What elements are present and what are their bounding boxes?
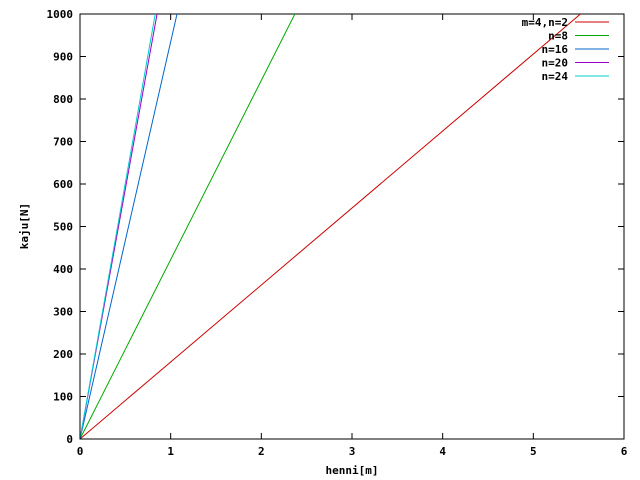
series-line-1 xyxy=(80,14,581,439)
x-tick-label: 3 xyxy=(349,445,356,458)
x-tick-label: 6 xyxy=(621,445,628,458)
legend-label-2: n=8 xyxy=(548,30,568,43)
x-tick-label: 5 xyxy=(530,445,537,458)
x-tick-label: 2 xyxy=(258,445,265,458)
series-line-2 xyxy=(80,14,296,439)
legend-label-4: n=20 xyxy=(542,57,569,70)
x-tick-label: 0 xyxy=(77,445,84,458)
y-tick-label: 500 xyxy=(53,221,73,234)
y-tick-label: 1000 xyxy=(47,8,74,21)
series-line-3 xyxy=(80,14,178,439)
y-tick-label: 300 xyxy=(53,306,73,319)
legend: m=4,n=2n=8n=16n=20n=24 xyxy=(522,16,609,83)
x-tick-label: 4 xyxy=(439,445,446,458)
y-tick-label: 100 xyxy=(53,391,73,404)
x-tick-label: 1 xyxy=(167,445,174,458)
x-axis-label: henni[m] xyxy=(326,464,379,477)
y-tick-label: 900 xyxy=(53,51,73,64)
y-axis-label: kaju[N] xyxy=(18,203,31,249)
legend-label-5: n=24 xyxy=(542,70,569,83)
series-line-5 xyxy=(80,14,156,439)
y-tick-label: 0 xyxy=(66,433,73,446)
series-group xyxy=(80,14,581,439)
y-tick-label: 700 xyxy=(53,136,73,149)
y-tick-label: 200 xyxy=(53,348,73,361)
y-tick-label: 600 xyxy=(53,178,73,191)
legend-label-3: n=16 xyxy=(542,43,569,56)
legend-label-1: m=4,n=2 xyxy=(522,16,568,29)
y-tick-label: 800 xyxy=(53,93,73,106)
y-tick-label: 400 xyxy=(53,263,73,276)
ticks-group: 0 1 2 3 4 5 6 0 100 200 300 400 500 600 700 800 900 1000 xyxy=(47,8,628,458)
